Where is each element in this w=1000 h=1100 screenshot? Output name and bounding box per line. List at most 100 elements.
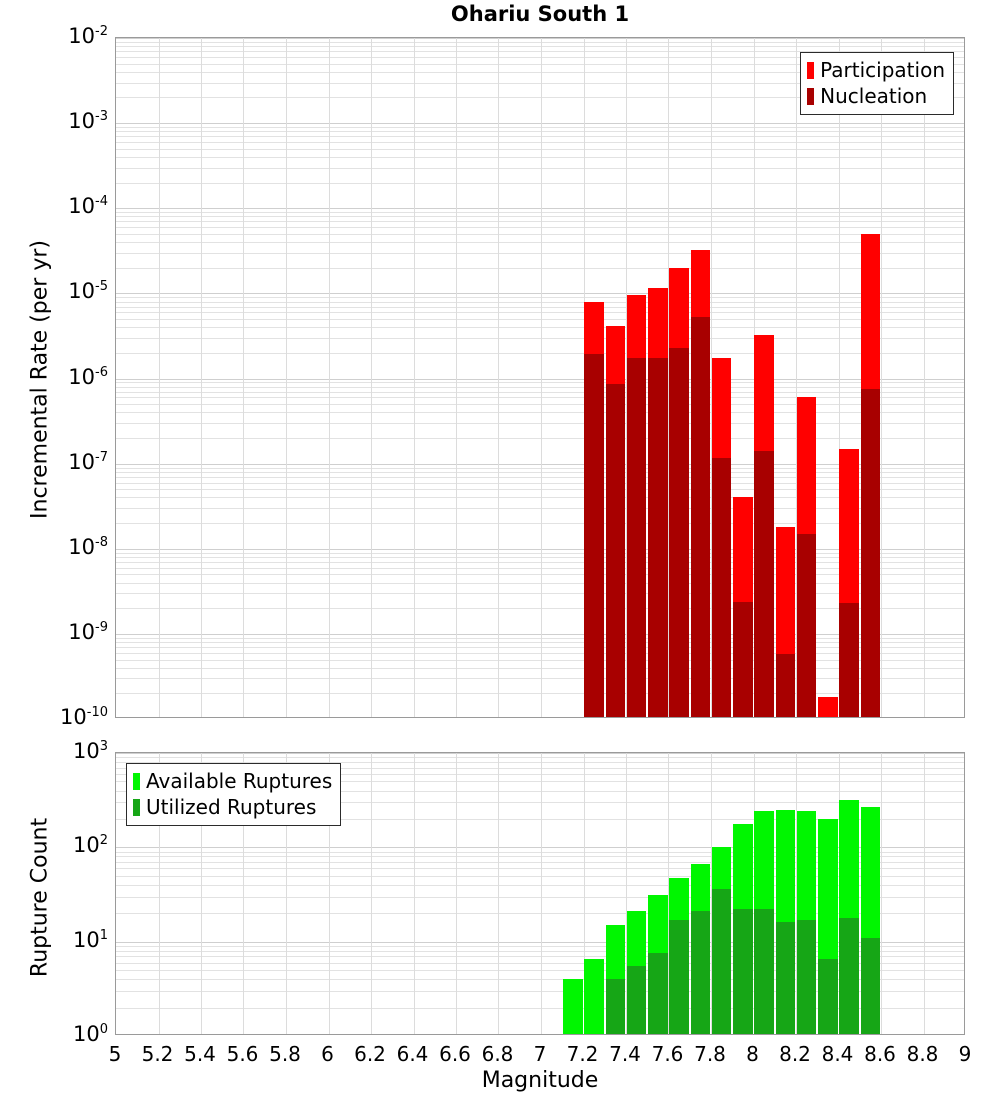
grid-line-major xyxy=(116,549,964,550)
grid-line-minor xyxy=(116,668,964,669)
incremental-rate-legend-label: Participation xyxy=(820,58,945,82)
bar-utilized-ruptures xyxy=(733,909,753,1034)
grid-line-minor xyxy=(116,913,964,914)
grid-line-minor xyxy=(116,477,964,478)
rupture-count-legend-item: Available Ruptures xyxy=(133,768,332,794)
grid-line-minor xyxy=(116,312,964,313)
rupture-count-legend: Available Ruptures Utilized Ruptures xyxy=(126,763,342,826)
grid-line-minor xyxy=(116,353,964,354)
incremental-rate-legend: Participation Nucleation xyxy=(800,52,954,115)
grid-line-minor xyxy=(116,523,964,524)
bar-nucleation xyxy=(669,347,689,717)
x-axis-tick-label: 8 xyxy=(746,1042,759,1066)
grid-line-minor xyxy=(116,136,964,137)
bar-nucleation xyxy=(584,353,604,717)
incremental-rate-y-axis-label: Incremental Rate (per yr) xyxy=(27,240,53,519)
grid-line-minor xyxy=(116,497,964,498)
x-axis-tick-label: 5.2 xyxy=(141,1042,174,1066)
grid-line-minor xyxy=(116,412,964,413)
grid-line-minor xyxy=(116,970,964,971)
bar-utilized-ruptures xyxy=(860,937,881,1034)
rupture-count-y-axis-label: Rupture Count xyxy=(27,817,53,978)
grid-line-vertical xyxy=(881,38,882,717)
grid-line-minor xyxy=(116,423,964,424)
grid-line-vertical xyxy=(711,753,712,1034)
grid-line-major xyxy=(116,208,964,209)
grid-line-minor xyxy=(116,608,964,609)
grid-line-minor xyxy=(116,319,964,320)
grid-line-minor xyxy=(116,791,964,792)
bar-nucleation xyxy=(690,316,711,717)
x-axis-tick-label: 8.2 xyxy=(779,1042,811,1066)
grid-line-minor xyxy=(116,757,964,758)
grid-line-minor xyxy=(116,951,964,952)
x-axis-tick-label: 9 xyxy=(958,1042,972,1066)
legend-swatch-icon xyxy=(133,798,140,816)
grid-line-vertical xyxy=(626,38,627,717)
bar-utilized-ruptures xyxy=(796,919,817,1034)
grid-line-minor xyxy=(116,46,964,47)
bar-nucleation xyxy=(754,451,774,717)
grid-line-major xyxy=(116,753,964,754)
y-axis-tick-label: 10-7 xyxy=(68,449,108,474)
bar-available-ruptures xyxy=(563,979,583,1034)
bar-nucleation xyxy=(605,384,626,717)
page-title: Ohariu South 1 xyxy=(450,2,630,26)
grid-line-vertical xyxy=(456,753,457,1034)
bar-nucleation xyxy=(733,601,753,717)
grid-line-vertical xyxy=(924,753,925,1034)
y-axis-tick-label: 102 xyxy=(72,833,108,858)
y-axis-tick-label: 100 xyxy=(72,1022,108,1046)
x-axis-tick-label: 5.8 xyxy=(269,1042,301,1066)
bar-nucleation xyxy=(711,458,732,717)
incremental-rate-legend-item: Participation xyxy=(807,57,945,83)
grid-line-major xyxy=(116,847,964,848)
grid-line-minor xyxy=(116,253,964,254)
grid-line-vertical xyxy=(881,753,882,1034)
grid-line-minor xyxy=(116,852,964,853)
grid-line-minor xyxy=(116,297,964,298)
grid-line-major xyxy=(116,464,964,465)
x-axis-tick-label: 7.8 xyxy=(694,1042,726,1066)
x-axis-tick-label: 8.6 xyxy=(864,1042,896,1066)
x-axis-tick-label: 5 xyxy=(108,1042,122,1066)
grid-line-minor xyxy=(116,979,964,980)
grid-line-vertical xyxy=(243,38,244,717)
grid-line-minor xyxy=(116,638,964,639)
grid-line-vertical xyxy=(201,753,202,1034)
x-axis-tick-label: 8.4 xyxy=(821,1042,854,1066)
grid-line-minor xyxy=(116,574,964,575)
rupture-count-plot-area xyxy=(116,753,964,1034)
bar-utilized-ruptures xyxy=(669,919,689,1034)
x-axis-tick-label: 5.6 xyxy=(226,1042,259,1066)
grid-line-minor xyxy=(116,242,964,243)
bar-utilized-ruptures xyxy=(775,922,796,1034)
bar-utilized-ruptures xyxy=(711,889,732,1034)
grid-line-minor xyxy=(116,149,964,150)
grid-line-vertical xyxy=(243,753,244,1034)
grid-line-minor xyxy=(116,397,964,398)
y-axis-tick-label: 103 xyxy=(72,739,108,763)
grid-line-vertical xyxy=(498,753,499,1034)
grid-line-minor xyxy=(116,268,964,269)
grid-line-minor xyxy=(116,142,964,143)
grid-line-vertical xyxy=(626,753,627,1034)
x-axis-tick-label: 6 xyxy=(321,1042,334,1066)
x-axis-tick-label: 8.8 xyxy=(906,1042,939,1066)
bar-utilized-ruptures xyxy=(626,966,647,1034)
grid-line-minor xyxy=(116,768,964,769)
grid-line-vertical xyxy=(286,38,287,717)
grid-line-vertical xyxy=(201,38,202,717)
grid-line-major xyxy=(116,634,964,635)
grid-line-vertical xyxy=(796,753,797,1034)
grid-line-minor xyxy=(116,157,964,158)
grid-line-minor xyxy=(116,327,964,328)
rupture-count-plot: Available Ruptures Utilized Ruptures xyxy=(115,752,965,1035)
x-axis-tick-label: 6.2 xyxy=(354,1042,386,1066)
grid-line-vertical xyxy=(796,38,797,717)
grid-line-vertical xyxy=(371,38,372,717)
grid-line-major xyxy=(116,38,964,39)
y-axis-tick-label: 10-6 xyxy=(68,364,108,389)
grid-line-vertical xyxy=(159,753,160,1034)
